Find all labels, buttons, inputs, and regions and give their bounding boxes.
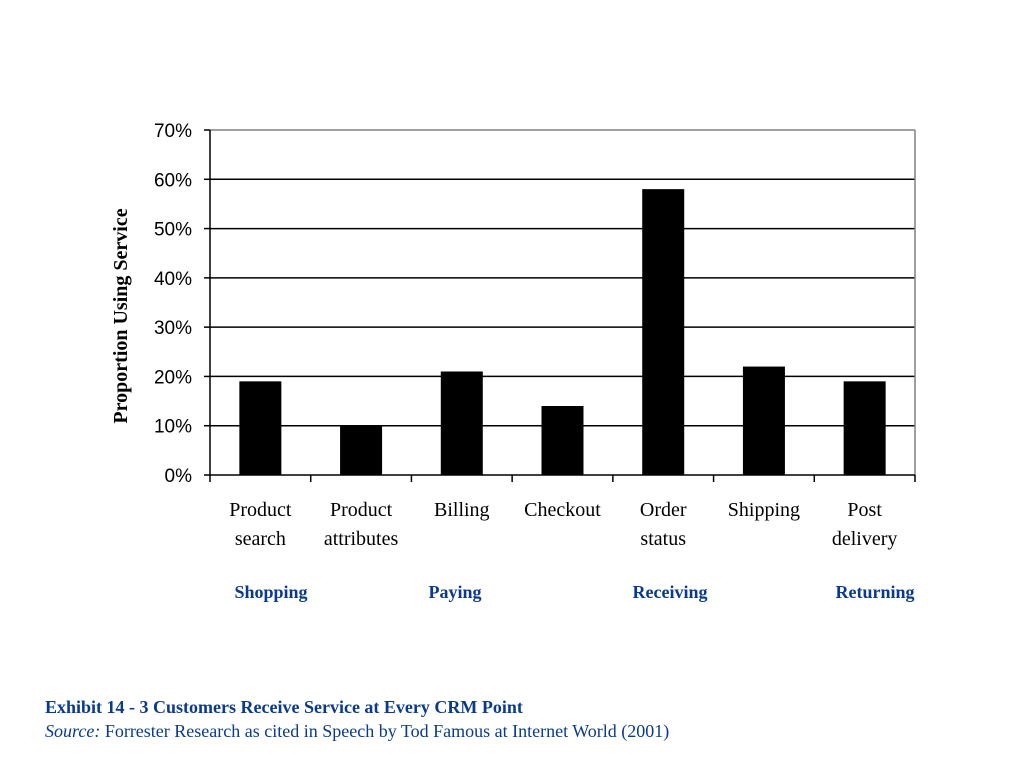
x-tick-label-line: Billing <box>434 499 490 521</box>
y-tick-label: 40% <box>154 269 192 290</box>
x-tick-label-line: Order <box>640 499 687 521</box>
stage-label: Returning <box>835 582 914 602</box>
x-tick-label: Post delivery <box>832 499 898 550</box>
source-text: Forrester Research as cited in Speech by… <box>100 721 670 741</box>
bar <box>239 381 282 475</box>
y-tick-label: 0% <box>165 466 193 487</box>
x-tick-label: Checkout <box>524 499 601 521</box>
x-tick-label: Billing <box>434 499 490 521</box>
stage-labels: Shopping Paying Receiving Returning <box>234 582 914 602</box>
x-tick-label-line: status <box>640 528 686 550</box>
x-tick-label: Product search <box>229 499 292 550</box>
y-tick-label: 60% <box>154 170 192 191</box>
bar <box>440 371 483 475</box>
bar <box>843 381 886 475</box>
x-tick-label-line: attributes <box>324 528 399 550</box>
x-tick-label-line: delivery <box>832 528 898 550</box>
x-tick-label-line: Shipping <box>728 499 800 521</box>
x-tick-labels: Product search Product attributes Billing Che… <box>229 499 897 550</box>
gridlines <box>210 129 915 427</box>
exhibit-caption: Exhibit 14 - 3 Customers Receive Service… <box>45 695 985 743</box>
x-tick-label: Product attributes <box>324 499 399 550</box>
source-label: Source: <box>45 721 101 741</box>
y-axis-label: Proportion Using Service <box>110 208 132 423</box>
stage-label: Shopping <box>234 582 307 602</box>
x-tick-label-line: Post <box>847 499 882 521</box>
y-tick-label: 10% <box>154 417 192 438</box>
y-tick-labels: 0% 10% 20% 30% 40% 50% 60% 70% <box>154 121 192 487</box>
stage-label: Paying <box>428 582 481 602</box>
bar <box>642 189 685 475</box>
stage-label: Receiving <box>633 582 708 602</box>
bars <box>239 189 886 475</box>
x-tick-label: Order status <box>640 499 687 550</box>
x-tick-label-line: Product <box>330 499 393 521</box>
y-tick-label: 50% <box>154 220 192 241</box>
y-tick-label: 70% <box>154 121 192 142</box>
bar <box>742 366 785 475</box>
bar <box>541 406 584 475</box>
y-tick-label: 30% <box>154 318 192 339</box>
x-tick-label-line: search <box>235 528 286 550</box>
axes <box>204 129 916 482</box>
y-tick-label: 20% <box>154 367 192 388</box>
exhibit-title: Exhibit 14 - 3 Customers Receive Service… <box>45 697 523 717</box>
x-tick-label-line: Product <box>229 499 292 521</box>
x-tick-label: Shipping <box>728 499 800 521</box>
bar <box>340 425 383 475</box>
source-line: Source: Forrester Research as cited in S… <box>45 719 985 743</box>
x-tick-label-line: Checkout <box>524 499 601 521</box>
